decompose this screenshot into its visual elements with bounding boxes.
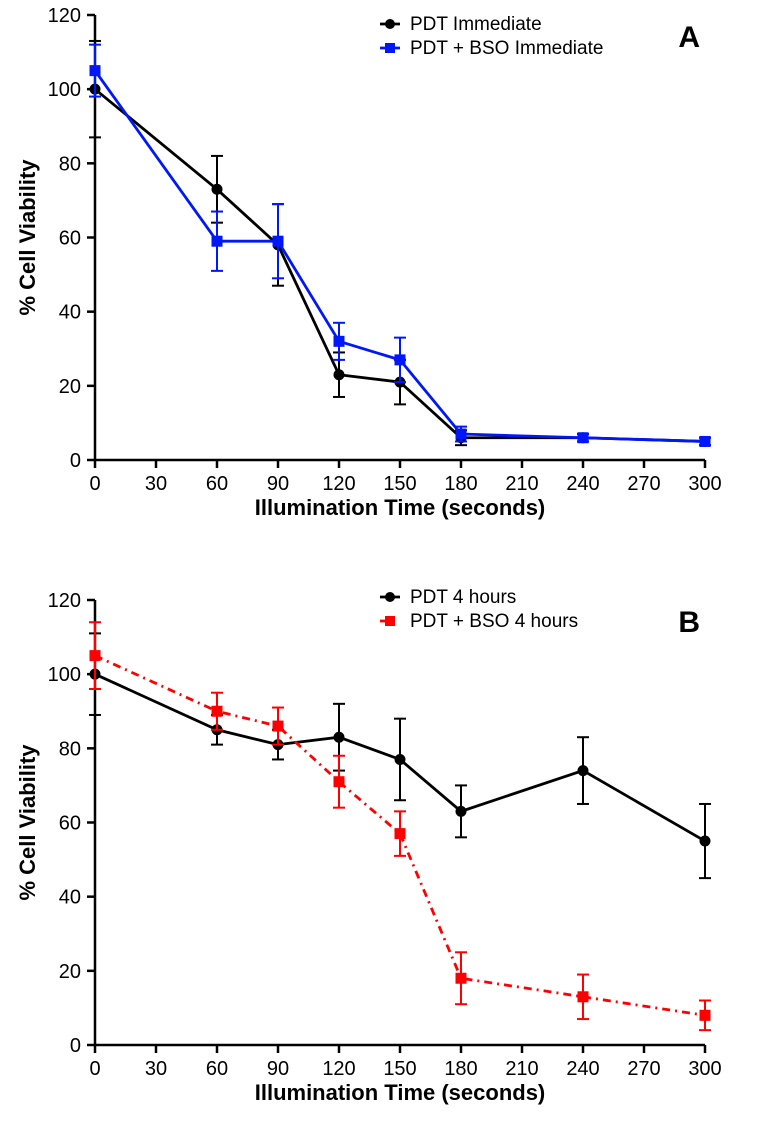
x-tick-label: 240 — [566, 1058, 599, 1080]
x-tick-label: 90 — [267, 473, 289, 495]
x-tick-label: 60 — [206, 473, 228, 495]
y-tick-label: 20 — [59, 376, 81, 398]
y-tick-label: 0 — [70, 450, 81, 472]
legend-label: PDT + BSO Immediate — [410, 38, 603, 59]
marker-circle — [395, 377, 405, 387]
x-tick-label: 90 — [267, 1058, 289, 1080]
marker-square — [578, 992, 588, 1002]
panel-label: A — [678, 21, 700, 54]
y-tick-label: 120 — [48, 590, 81, 612]
marker-circle — [395, 754, 405, 764]
x-tick-label: 300 — [688, 1058, 721, 1080]
panel-a-svg: 0306090120150180210240270300020406080100… — [0, 0, 774, 1122]
legend-marker-circle — [385, 592, 395, 602]
y-tick-label: 20 — [59, 961, 81, 983]
marker-circle — [273, 240, 283, 250]
x-tick-label: 270 — [627, 473, 660, 495]
marker-square — [395, 829, 405, 839]
marker-square — [700, 1010, 710, 1020]
marker-circle — [578, 766, 588, 776]
y-axis-label: % Cell Viability — [15, 159, 40, 316]
legend-marker-square — [385, 616, 395, 626]
panel-label: B — [678, 606, 700, 639]
y-tick-label: 0 — [70, 1035, 81, 1057]
x-tick-label: 180 — [444, 1058, 477, 1080]
y-tick-label: 120 — [48, 5, 81, 27]
x-axis-label: Illumination Time (seconds) — [255, 495, 546, 520]
marker-circle — [700, 836, 710, 846]
y-tick-label: 100 — [48, 79, 81, 101]
x-tick-label: 30 — [145, 473, 167, 495]
marker-circle — [273, 740, 283, 750]
marker-square — [456, 429, 466, 439]
x-tick-label: 120 — [322, 1058, 355, 1080]
x-tick-label: 60 — [206, 1058, 228, 1080]
x-tick-label: 300 — [688, 473, 721, 495]
legend-marker-circle — [385, 19, 395, 29]
marker-square — [334, 777, 344, 787]
y-tick-label: 40 — [59, 887, 81, 909]
y-tick-label: 80 — [59, 153, 81, 175]
marker-square — [700, 436, 710, 446]
series-line — [95, 89, 705, 441]
marker-circle — [334, 370, 344, 380]
x-tick-label: 210 — [505, 1058, 538, 1080]
x-tick-label: 240 — [566, 473, 599, 495]
x-tick-label: 210 — [505, 473, 538, 495]
figure-container: 0306090120150180210240270300020406080100… — [0, 0, 774, 1122]
marker-square — [578, 433, 588, 443]
x-tick-label: 270 — [627, 1058, 660, 1080]
marker-square — [456, 973, 466, 983]
series-line — [95, 674, 705, 841]
marker-square — [90, 66, 100, 76]
x-tick-label: 180 — [444, 473, 477, 495]
y-tick-label: 40 — [59, 302, 81, 324]
marker-square — [273, 236, 283, 246]
y-tick-label: 100 — [48, 664, 81, 686]
x-tick-label: 150 — [383, 1058, 416, 1080]
x-tick-label: 0 — [89, 473, 100, 495]
y-tick-label: 60 — [59, 813, 81, 835]
legend-marker-square — [385, 43, 395, 53]
marker-square — [212, 706, 222, 716]
marker-square — [334, 336, 344, 346]
y-tick-label: 80 — [59, 738, 81, 760]
x-tick-label: 150 — [383, 473, 416, 495]
x-axis-label: Illumination Time (seconds) — [255, 1080, 546, 1105]
marker-circle — [212, 725, 222, 735]
legend-label: PDT + BSO 4 hours — [410, 611, 578, 632]
legend-label: PDT Immediate — [410, 14, 542, 35]
marker-square — [90, 651, 100, 661]
panel-b-svg: 0306090120150180210240270300020406080100… — [0, 0, 774, 1122]
marker-circle — [700, 436, 710, 446]
marker-circle — [456, 433, 466, 443]
marker-square — [212, 236, 222, 246]
marker-square — [273, 721, 283, 731]
marker-square — [395, 355, 405, 365]
y-axis-label: % Cell Viability — [15, 744, 40, 901]
x-tick-label: 30 — [145, 1058, 167, 1080]
legend-label: PDT 4 hours — [410, 587, 516, 608]
marker-circle — [90, 669, 100, 679]
marker-circle — [334, 732, 344, 742]
x-tick-label: 0 — [89, 1058, 100, 1080]
series-line — [95, 656, 705, 1016]
marker-circle — [578, 433, 588, 443]
marker-circle — [212, 184, 222, 194]
x-tick-label: 120 — [322, 473, 355, 495]
marker-circle — [90, 84, 100, 94]
series-line — [95, 71, 705, 442]
marker-circle — [456, 806, 466, 816]
y-tick-label: 60 — [59, 228, 81, 250]
